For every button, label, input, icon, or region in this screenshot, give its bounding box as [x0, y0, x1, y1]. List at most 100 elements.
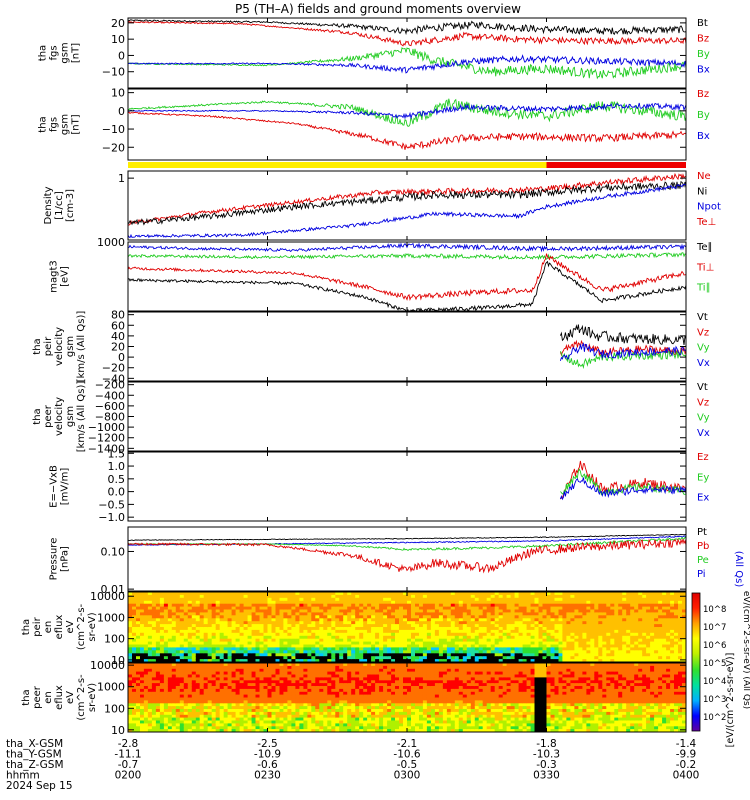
trace-Bz	[128, 21, 686, 47]
legend-Bt: Bt	[697, 18, 708, 29]
y-axis-label: fgs	[49, 117, 60, 132]
x-tick-value: 0400	[673, 770, 700, 782]
legend-Bz: Bz	[697, 34, 709, 45]
panel-7: 1.51.00.50.0−0.5−1.0 E=−VxB [mV/m] Ez Ey Ex	[49, 447, 710, 524]
x-tick-value: 0230	[254, 770, 281, 782]
legend-Ni: Ni	[697, 186, 707, 197]
y-axis-label: E=−VxB	[49, 465, 60, 508]
trace-Pt	[128, 533, 686, 541]
y-tick-label: 0.0	[108, 486, 126, 499]
colorbar-tick: 10^5	[703, 659, 726, 669]
y-tick-label: −0.5	[98, 498, 125, 511]
y-axis-label: peir	[43, 336, 54, 356]
y-tick-label: 10	[111, 33, 125, 46]
panel-8: 0.10 0.01 Pressure [nPa] Pt Pb Pe Pi (All Qs)	[49, 526, 744, 596]
y-tick-label: 0.5	[108, 473, 126, 486]
y-tick-label: 40	[111, 330, 125, 343]
y-tick-label: 10	[111, 87, 125, 100]
x-tick-value: -11.1	[114, 749, 141, 761]
x-row-label: tha_X-GSM	[6, 738, 63, 750]
trace-Ex	[559, 477, 686, 501]
x-tick-value: -2.1	[397, 738, 418, 750]
y-axis-label: eflux	[54, 615, 65, 640]
y-axis-label: tha	[38, 45, 49, 61]
legend-Bx: Bx	[697, 65, 710, 76]
trace-Te∥	[128, 242, 686, 253]
y-axis-label: en	[43, 691, 54, 704]
right-note: (All Qs)	[733, 551, 744, 588]
x-tick-value: -9.9	[676, 749, 697, 761]
panel-frame	[127, 381, 687, 452]
y-axis-label: tha	[38, 116, 49, 132]
panel-1: 20 10 0 −10 tha fgs gsm [nT] Bt Bz By Bx	[38, 17, 710, 89]
legend-Vt: Vt	[697, 382, 708, 393]
y-tick-label: 10	[111, 724, 125, 737]
trace-Bt	[128, 19, 686, 36]
legend-Vy: Vy	[697, 413, 710, 424]
x-tick-value: -0.3	[536, 759, 557, 771]
y-axis-label: fgs	[49, 45, 60, 60]
legend-By: By	[697, 110, 710, 121]
x-tick-value: 0200	[115, 770, 142, 782]
y-tick-label: 0	[118, 49, 125, 62]
y-tick-label: 80	[111, 309, 125, 322]
y-axis-label: (cm^2-s-	[76, 674, 87, 721]
colorbar-scale	[691, 592, 701, 732]
x-tick-value: -2.8	[118, 738, 139, 750]
legend-By: By	[697, 49, 710, 60]
panel-9: 10000 1000 100 10 tha peir en eflux eV (cm^2-s-sr…	[21, 590, 687, 667]
y-tick-label: 0.01	[101, 583, 126, 596]
y-axis-label: eflux	[54, 685, 65, 710]
trace-Vt	[559, 324, 686, 345]
trace-Npot	[128, 183, 686, 239]
y-axis-label: gsm	[65, 406, 76, 427]
legend-Te∥: Te∥	[696, 242, 713, 253]
y-axis-label: [nPa]	[60, 546, 71, 572]
y-tick-label: 1	[118, 172, 125, 185]
x-tick-value: -10.6	[393, 749, 420, 761]
y-axis-label: peer	[43, 404, 54, 428]
y-axis-label: tha	[21, 619, 32, 635]
y-tick-label: −1.0	[98, 511, 125, 524]
y-axis-label: [cm-3]	[65, 189, 76, 222]
colorbar-tick: 10^3	[703, 695, 726, 705]
y-axis-label: Pressure	[49, 538, 60, 581]
legend-Npot: Npot	[697, 202, 721, 213]
y-tick-label: −1200	[88, 432, 125, 445]
panel-frame	[127, 451, 687, 522]
y-axis-label: peer	[32, 685, 43, 709]
y-tick-label: −10	[102, 66, 125, 79]
y-tick-label: −600	[95, 400, 125, 413]
y-tick-label: 100	[104, 633, 125, 646]
trace-Bx	[128, 54, 686, 74]
y-tick-label: 0	[118, 105, 125, 118]
x-tick-value: -1.8	[536, 738, 557, 750]
y-axis-label: [eV]	[60, 266, 71, 287]
trace-Vx	[559, 342, 686, 362]
y-axis-label: [nT]	[71, 114, 82, 134]
legend-Ez: Ez	[697, 452, 709, 463]
x-tick-value: 0300	[394, 770, 421, 782]
y-tick-label: 60	[111, 319, 125, 332]
y-axis-label: [mV/m]	[60, 468, 71, 506]
spectrogram-2	[128, 663, 686, 732]
legend-Vx: Vx	[697, 358, 710, 369]
y-tick-label: −10	[102, 123, 125, 136]
y-tick-label: 100	[104, 702, 125, 715]
y-axis-label: tha	[32, 338, 43, 354]
panel-6: −200−400−600−800−1000−1200−1400 tha peer ve…	[32, 379, 710, 456]
legend-Pe: Pe	[697, 555, 709, 566]
legend-Ne: Ne	[697, 171, 711, 182]
y-tick-label: 0.10	[101, 545, 126, 558]
x-tick-value: -0.2	[676, 759, 697, 771]
legend-Ti⊥: Ti⊥	[696, 262, 714, 273]
y-tick-label: 0	[118, 351, 125, 364]
trace-Ni	[128, 180, 686, 226]
x-row-label: tha_Y-GSM	[6, 749, 62, 761]
y-tick-label: 1000	[97, 681, 125, 694]
y-axis-label: sr-eV)	[87, 612, 98, 641]
colorbar-tick: 10^2	[703, 713, 726, 723]
legend-Te⊥: Te⊥	[696, 217, 716, 228]
colorbar-tick: 10^8	[703, 605, 726, 615]
